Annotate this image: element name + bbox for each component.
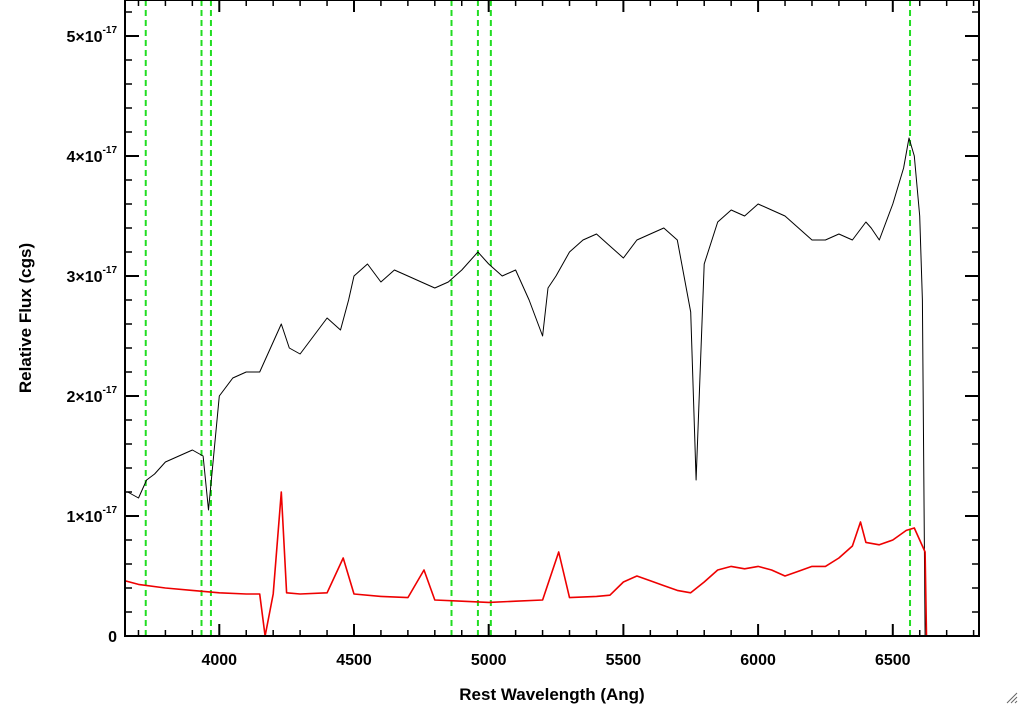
series-group <box>124 137 979 637</box>
x-axis-ticks: 4000 4500 5000 5500 6000 6500 <box>137 0 975 669</box>
series-line-2 <box>124 491 979 637</box>
y-axis-title: Relative Flux (cgs) <box>16 243 35 393</box>
series-line-1 <box>127 137 926 637</box>
x-tick-label: 6500 <box>875 652 911 669</box>
x-tick-label: 5500 <box>606 652 642 669</box>
y-axis-ticks: 01×10-172×10-173×10-174×10-175×10-17 <box>67 11 979 646</box>
x-tick-label: 5000 <box>471 652 507 669</box>
y-tick-label: 0 <box>108 629 117 646</box>
x-tick-label: 4000 <box>201 652 237 669</box>
x-axis-title: Rest Wavelength (Ang) <box>459 685 644 704</box>
plot-frame <box>124 0 980 637</box>
x-tick-label: 6000 <box>740 652 776 669</box>
resize-grip-icon[interactable] <box>1004 690 1018 704</box>
x-tick-label: 4500 <box>336 652 372 669</box>
